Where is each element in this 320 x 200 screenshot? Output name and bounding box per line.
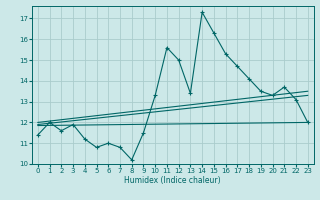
X-axis label: Humidex (Indice chaleur): Humidex (Indice chaleur) (124, 176, 221, 185)
